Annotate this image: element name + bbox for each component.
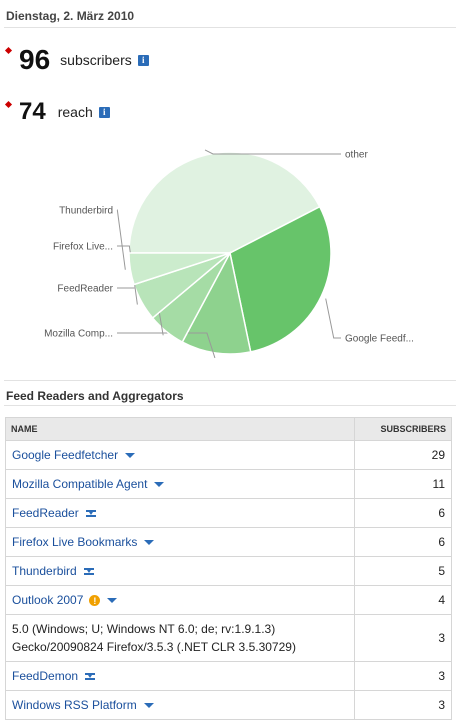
feed-reader-label: Firefox Live Bookmarks bbox=[12, 535, 138, 549]
pie-chart: other Google Feedf... Mozilla Comp... FeedR… bbox=[44, 149, 414, 359]
feed-reader-name[interactable]: Google Feedfetcher bbox=[5, 440, 355, 470]
feed-reader-name[interactable]: Firefox Live Bookmarks bbox=[5, 527, 355, 557]
feed-reader-name[interactable]: Thunderbird bbox=[5, 556, 355, 586]
feed-readers-table: NAME SUBSCRIBERS Google Feedfetcher 29 Moz… bbox=[5, 417, 452, 720]
pie-slice[interactable] bbox=[128, 151, 321, 254]
subscriber-count: 6 bbox=[354, 498, 452, 528]
expand-icon[interactable] bbox=[85, 673, 96, 681]
diamond-icon bbox=[4, 46, 13, 55]
pie-slice-label: Thunderbird bbox=[59, 206, 113, 217]
subscriber-count: 6 bbox=[354, 527, 452, 557]
dropdown-arrow-icon[interactable] bbox=[107, 598, 118, 604]
table-row: Firefox Live Bookmarks 6 bbox=[5, 527, 452, 557]
feed-reader-name[interactable]: Windows RSS Platform bbox=[5, 690, 355, 720]
dropdown-arrow-icon[interactable] bbox=[125, 453, 136, 459]
table-row: 5.0 (Windows; U; Windows NT 6.0; de; rv:… bbox=[5, 614, 452, 662]
feed-reader-name[interactable]: FeedDemon bbox=[5, 661, 355, 691]
expand-icon[interactable] bbox=[85, 510, 96, 518]
subscribers-value: 96 bbox=[19, 44, 51, 75]
feed-reader-name[interactable]: Outlook 2007! bbox=[5, 585, 355, 615]
pie-label-connector bbox=[117, 332, 216, 359]
expand-icon[interactable] bbox=[83, 568, 94, 576]
pie-slice-label: Mozilla Comp... bbox=[44, 329, 113, 340]
column-header-subscribers[interactable]: SUBSCRIBERS bbox=[354, 417, 452, 441]
table-row: Thunderbird 5 bbox=[5, 556, 452, 586]
pie-label-connector bbox=[325, 298, 341, 339]
feed-reader-label: Mozilla Compatible Agent bbox=[12, 477, 148, 491]
diamond-icon bbox=[4, 100, 13, 109]
subscriber-count: 11 bbox=[354, 469, 452, 499]
subscriber-count: 4 bbox=[354, 585, 452, 615]
dropdown-arrow-icon[interactable] bbox=[144, 540, 155, 546]
subscribers-label: subscribers bbox=[60, 52, 132, 68]
pie-slice-label: Firefox Live... bbox=[53, 242, 113, 253]
feed-reader-label: FeedReader bbox=[12, 506, 79, 520]
subscribers-stat: 96 subscribers i bbox=[4, 44, 149, 76]
table-row: FeedDemon 3 bbox=[5, 661, 452, 691]
pie-slice[interactable] bbox=[181, 250, 252, 355]
feed-reader-label: Windows RSS Platform bbox=[12, 698, 137, 712]
subscriber-count: 3 bbox=[354, 690, 452, 720]
feed-reader-label: Google Feedfetcher bbox=[12, 448, 119, 462]
dropdown-arrow-icon[interactable] bbox=[143, 703, 154, 709]
report-date: Dienstag, 2. März 2010 bbox=[6, 9, 135, 23]
pie-slice-label: Google Feedf... bbox=[345, 334, 414, 345]
divider bbox=[4, 27, 456, 28]
subscriber-count: 29 bbox=[354, 440, 452, 470]
feed-reader-label: Thunderbird bbox=[12, 564, 77, 578]
feed-reader-name: 5.0 (Windows; U; Windows NT 6.0; de; rv:… bbox=[5, 614, 355, 662]
table-row: Mozilla Compatible Agent 11 bbox=[5, 469, 452, 499]
pie-label-connector bbox=[204, 149, 341, 155]
subscriber-count: 3 bbox=[354, 614, 452, 662]
subscriber-count: 3 bbox=[354, 661, 452, 691]
table-row: Google Feedfetcher 29 bbox=[5, 440, 452, 470]
info-icon[interactable]: i bbox=[137, 54, 149, 66]
reach-value: 74 bbox=[19, 98, 46, 125]
divider bbox=[4, 405, 456, 406]
divider bbox=[4, 380, 456, 381]
subscriber-count: 5 bbox=[354, 556, 452, 586]
pie-label-connector bbox=[116, 209, 126, 270]
feed-reader-label: Outlook 2007 bbox=[12, 593, 84, 607]
feed-reader-label: 5.0 (Windows; U; Windows NT 6.0; de; rv:… bbox=[12, 622, 296, 654]
feed-reader-label: FeedDemon bbox=[12, 669, 79, 683]
column-header-name[interactable]: NAME bbox=[5, 417, 355, 441]
feed-reader-name[interactable]: FeedReader bbox=[5, 498, 355, 528]
pie-slice-label: FeedReader bbox=[57, 284, 113, 295]
dropdown-arrow-icon[interactable] bbox=[154, 482, 165, 488]
pie-slice[interactable] bbox=[229, 205, 332, 353]
section-title: Feed Readers and Aggregators bbox=[6, 389, 184, 403]
table-row: FeedReader 6 bbox=[5, 498, 452, 528]
pie-slice[interactable] bbox=[128, 252, 231, 286]
table-row: Outlook 2007! 4 bbox=[5, 585, 452, 615]
reach-stat: 74 reach i bbox=[4, 98, 110, 126]
warning-icon: ! bbox=[89, 595, 101, 607]
reach-label: reach bbox=[57, 104, 93, 120]
feed-reader-name[interactable]: Mozilla Compatible Agent bbox=[5, 469, 355, 499]
table-row: Windows RSS Platform 3 bbox=[5, 690, 452, 720]
info-icon[interactable]: i bbox=[98, 106, 110, 118]
pie-slice-label: other bbox=[345, 150, 368, 161]
